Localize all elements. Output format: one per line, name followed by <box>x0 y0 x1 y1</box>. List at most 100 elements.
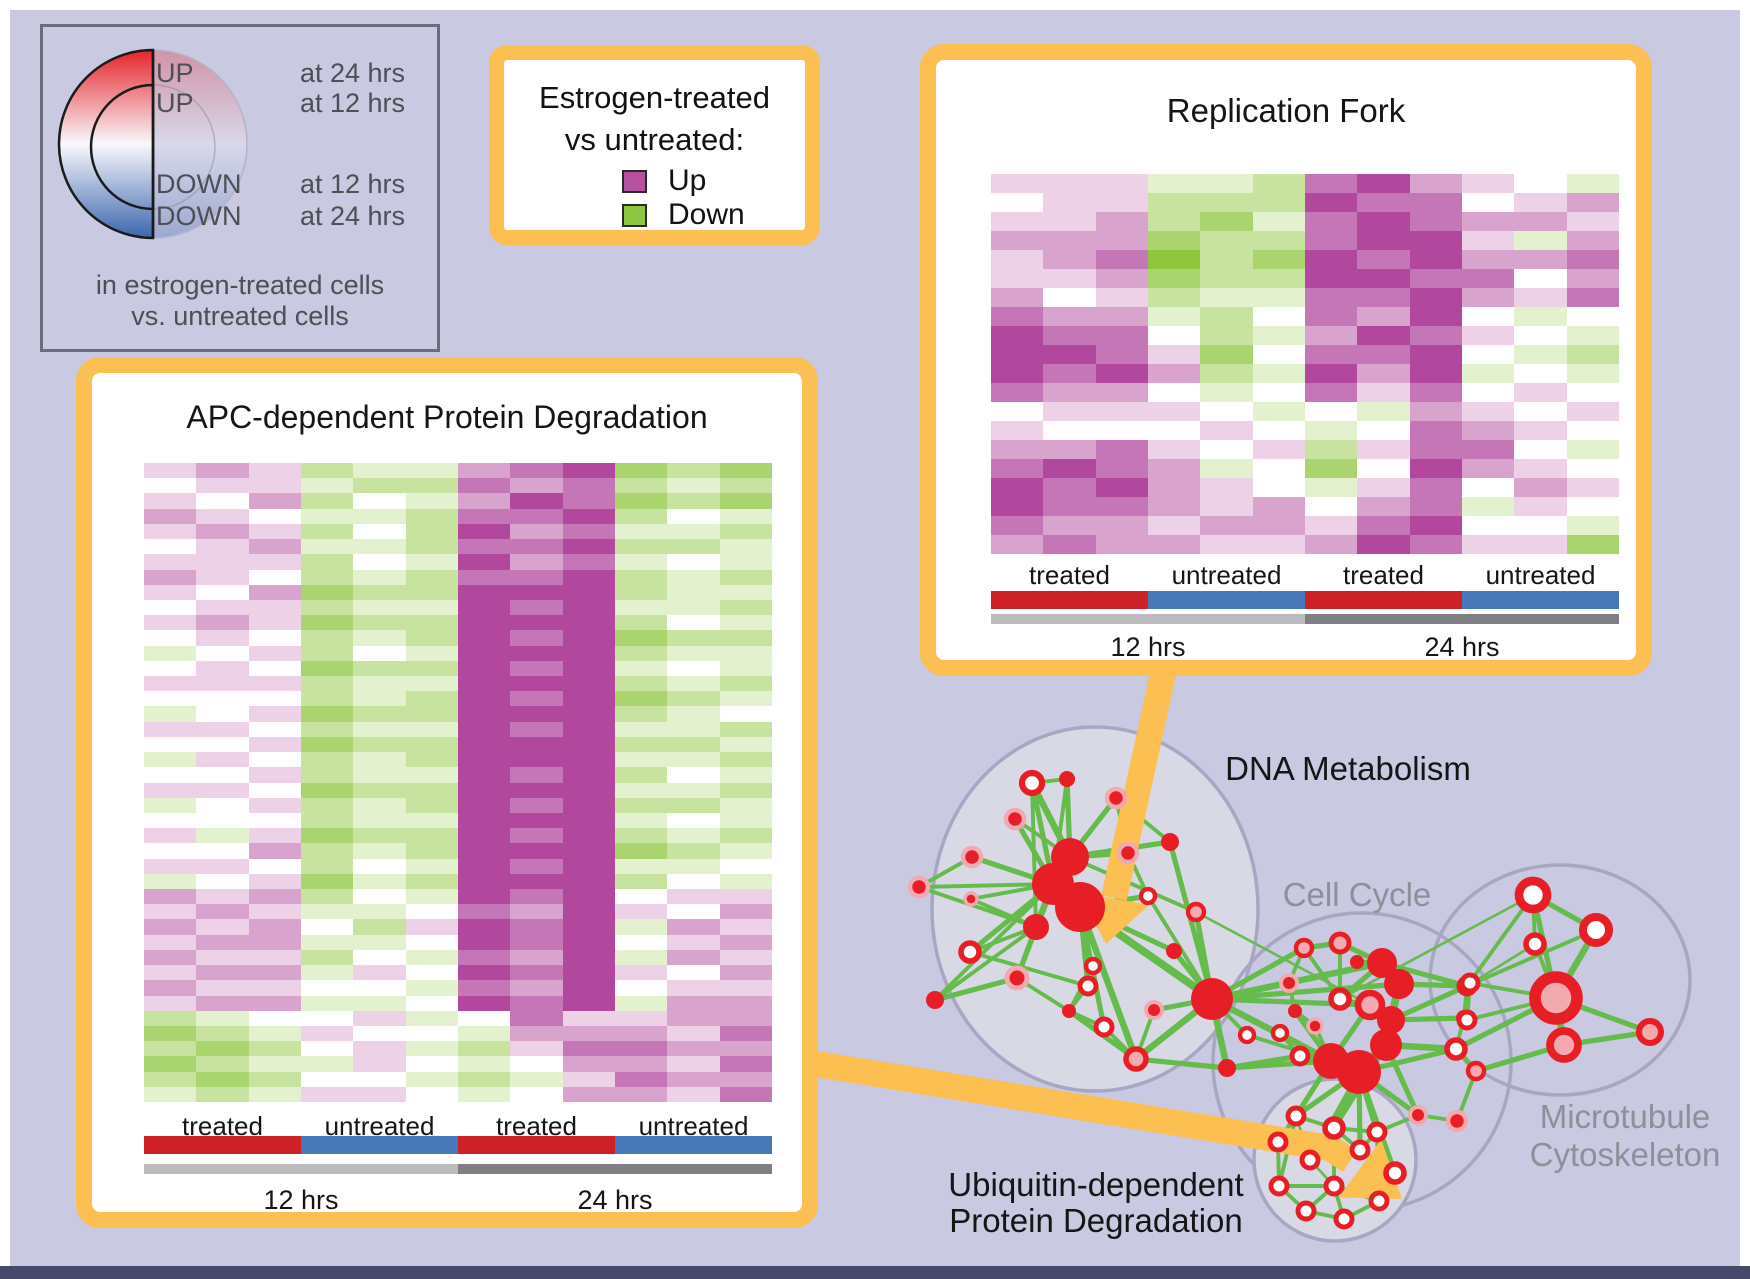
gene-set-node-red-ring-pink-center <box>1465 1060 1487 1082</box>
heatmap-cell <box>510 919 563 935</box>
heatmap-cell <box>1252 402 1305 421</box>
legend-time: at 24 hrs <box>299 58 405 88</box>
heatmap-cell <box>1514 288 1567 307</box>
heatmap-cell <box>405 691 458 707</box>
heatmap-cell <box>300 949 354 966</box>
heatmap-cell <box>300 1086 354 1102</box>
heatmap-cell <box>1357 231 1410 250</box>
heatmap-cell <box>562 569 615 585</box>
heatmap-cell <box>1200 421 1253 440</box>
heatmap-cell <box>1252 440 1305 459</box>
heatmap-cell <box>248 858 301 874</box>
heatmap-cell <box>1357 269 1410 288</box>
heatmap-cell <box>405 599 458 616</box>
heatmap-cell <box>667 676 720 692</box>
heatmap-cell <box>1200 497 1253 516</box>
heatmap-cell <box>667 691 720 707</box>
heatmap-cell <box>457 615 511 631</box>
heatmap-cell <box>1461 250 1515 269</box>
heatmap-cell <box>1095 269 1148 288</box>
heatmap-cell <box>1252 326 1305 345</box>
heatmap-cell <box>300 904 354 920</box>
heatmap-cell <box>1514 212 1567 231</box>
heatmap-cell <box>353 949 406 966</box>
heatmap-cell <box>1409 326 1462 345</box>
heatmap-cell <box>405 706 458 722</box>
heatmap-cell <box>248 1041 301 1057</box>
heatmap-cell <box>614 478 668 494</box>
heatmap-cell <box>353 554 406 570</box>
heatmap-cell <box>562 615 615 631</box>
heatmap-cell <box>457 858 511 874</box>
heatmap-cell <box>614 1056 668 1072</box>
heatmap-cell <box>719 1086 772 1102</box>
heatmap-cell <box>1200 383 1253 402</box>
heatmap-cell <box>144 645 197 661</box>
heatmap-cell <box>353 843 406 859</box>
heatmap-cell <box>457 523 511 540</box>
heatmap-cell <box>144 1071 197 1087</box>
gene-set-node-red-ring-pink-center <box>1123 1046 1149 1072</box>
heatmap-cell <box>1357 250 1410 269</box>
heatmap-cell <box>144 797 197 813</box>
heatmap-cell <box>614 995 668 1011</box>
heatmap-cell <box>614 1041 668 1057</box>
heatmap-cell <box>1461 497 1515 516</box>
hrs24-label: 24 hrs <box>1424 632 1500 662</box>
heatmap-cell <box>667 1025 720 1042</box>
heatmap-cell <box>1147 345 1201 364</box>
gene-set-node-red-ring-white-center <box>1077 975 1099 997</box>
heatmap-cell <box>719 1025 772 1042</box>
heatmap-cell <box>405 858 458 874</box>
heatmap-cell <box>1409 440 1462 459</box>
heatmap-cell <box>510 645 563 661</box>
heatmap-cell <box>562 1056 615 1072</box>
heatmap-cell <box>510 1010 563 1026</box>
heatmap-cell <box>405 1041 458 1057</box>
heatmap-cell <box>614 828 668 844</box>
ubiquitin-label-line1: Ubiquitin-dependent <box>948 1166 1244 1203</box>
heatmap-cell <box>405 463 458 479</box>
heatmap-cell <box>248 843 301 859</box>
heatmap-cell <box>353 706 406 722</box>
heatmap-cell <box>719 721 772 737</box>
heatmap-cell <box>353 752 406 768</box>
heatmap-cell <box>510 569 563 585</box>
heatmap-cell <box>1200 307 1253 326</box>
heatmap-cell <box>1514 497 1567 516</box>
heatmap-cell <box>1147 459 1201 478</box>
heatmap-cell <box>196 812 249 829</box>
treated-group-label: treated <box>1029 560 1110 590</box>
heatmap-cell <box>405 660 458 676</box>
heatmap-cell <box>196 691 249 707</box>
legend-direction: UP <box>156 88 194 118</box>
heatmap-cell <box>1566 440 1619 459</box>
heatmap-cell <box>719 523 772 540</box>
heatmap-cell <box>562 599 615 616</box>
heatmap-cell <box>719 934 772 950</box>
heatmap-cell <box>300 934 354 950</box>
heatmap-cell <box>510 843 563 859</box>
heatmap-cell <box>667 706 720 722</box>
heatmap-cell <box>353 463 406 479</box>
heatmap-cell <box>353 599 406 616</box>
heatmap-cell <box>1252 250 1305 269</box>
heatmap-cell <box>457 539 511 555</box>
heatmap-cell <box>991 231 1044 250</box>
heatmap-cell <box>144 493 197 509</box>
heatmap-cell <box>510 949 563 966</box>
heatmap-cell <box>562 797 615 813</box>
heatmap-cell <box>144 767 197 783</box>
heatmap-cell <box>510 873 563 889</box>
heatmap-cell <box>144 736 197 753</box>
heatmap-cell <box>667 1071 720 1087</box>
heatmap-cell <box>667 889 720 905</box>
heatmap-cell <box>300 599 354 616</box>
heatmap-cell <box>614 889 668 905</box>
heatmap-cell <box>510 1025 563 1042</box>
heatmap-cell <box>667 965 720 981</box>
heatmap-cell <box>562 706 615 722</box>
heatmap-cell <box>562 934 615 950</box>
heatmap-cell <box>196 554 249 570</box>
